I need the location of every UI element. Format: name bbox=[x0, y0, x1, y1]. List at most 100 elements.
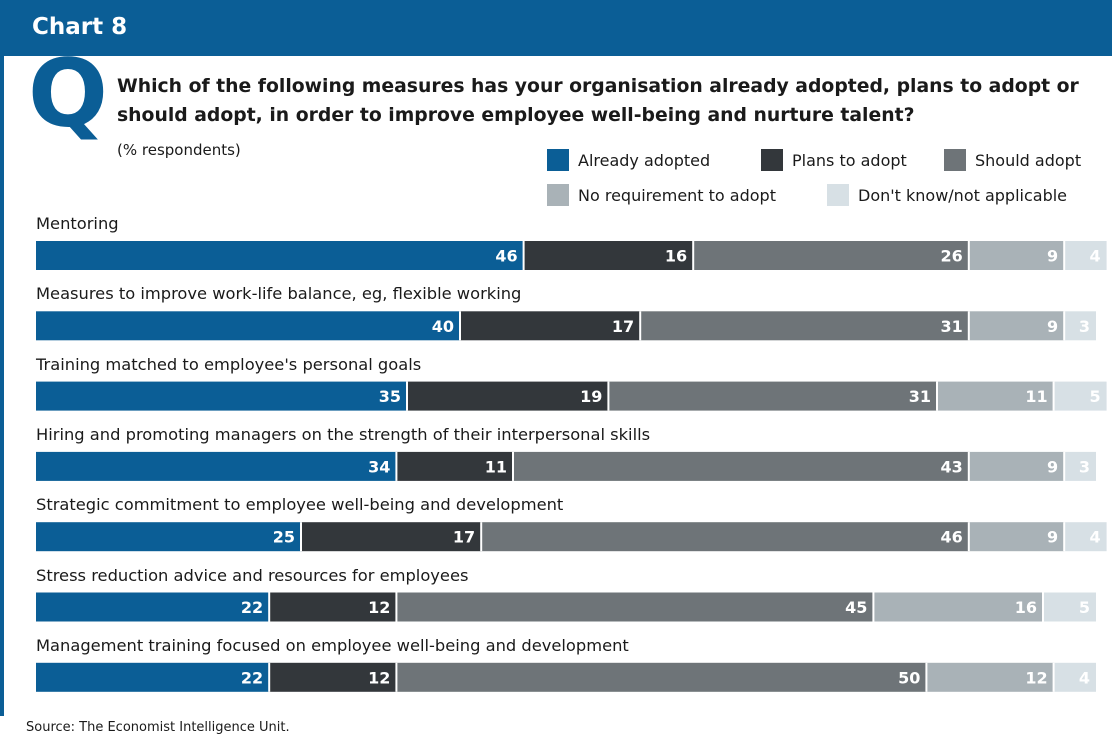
category-label: Training matched to employee's personal … bbox=[36, 354, 422, 374]
segment-divider bbox=[1063, 241, 1066, 270]
bar-segment bbox=[269, 662, 397, 692]
data-label: 3 bbox=[1079, 457, 1090, 476]
bar-segment bbox=[36, 451, 397, 481]
data-label: 17 bbox=[453, 528, 475, 547]
data-label: 17 bbox=[612, 317, 634, 336]
category-label: Mentoring bbox=[36, 214, 119, 233]
bar-segment bbox=[1053, 662, 1096, 692]
data-label: 19 bbox=[580, 387, 602, 406]
bar-segment bbox=[36, 592, 270, 622]
bar-segment bbox=[396, 662, 927, 692]
data-label: 4 bbox=[1089, 247, 1100, 266]
data-label: 3 bbox=[1079, 317, 1090, 336]
segment-divider bbox=[967, 451, 970, 481]
data-label: 11 bbox=[485, 457, 507, 476]
bar-segment bbox=[523, 241, 694, 270]
data-label: 43 bbox=[941, 457, 963, 476]
data-label: 16 bbox=[665, 247, 687, 266]
bar-segment bbox=[608, 381, 937, 411]
legend-label: No requirement to adopt bbox=[578, 185, 776, 205]
chart-number-label: Chart 8 bbox=[32, 14, 128, 40]
segment-divider bbox=[512, 451, 514, 481]
data-label: 9 bbox=[1047, 457, 1058, 476]
data-label: 35 bbox=[379, 387, 401, 406]
source-note: Source: The Economist Intelligence Unit. bbox=[26, 720, 290, 735]
legend-label: Plans to adopt bbox=[792, 150, 907, 170]
segment-divider bbox=[639, 311, 642, 341]
data-label: 16 bbox=[1015, 598, 1037, 617]
segment-divider bbox=[395, 592, 398, 622]
segment-divider bbox=[268, 592, 271, 622]
left-accent-rule bbox=[0, 56, 4, 716]
data-label: 12 bbox=[368, 668, 390, 687]
segment-divider bbox=[925, 662, 928, 692]
legend-item: Already adopted bbox=[547, 148, 710, 172]
data-label: 34 bbox=[368, 457, 390, 476]
header-bar bbox=[0, 0, 1112, 56]
bar-segment bbox=[36, 311, 460, 341]
legend-swatch bbox=[944, 149, 966, 171]
category-label: Hiring and promoting managers on the str… bbox=[36, 424, 651, 444]
bar-segment bbox=[407, 381, 609, 411]
bar-segment bbox=[968, 522, 1065, 552]
category-label: Strategic commitment to employee well-be… bbox=[36, 495, 564, 515]
bar-segment bbox=[36, 241, 524, 270]
data-label: 11 bbox=[1025, 387, 1047, 406]
legend-item: Should adopt bbox=[944, 148, 1081, 172]
bar-segment bbox=[269, 592, 397, 622]
legend-label: Don't know/not applicable bbox=[858, 185, 1068, 205]
chart-title: Which of the following measures has your… bbox=[117, 76, 1079, 126]
bar-segment bbox=[1064, 241, 1107, 270]
bar-segment bbox=[1053, 381, 1107, 411]
bar-segment bbox=[1043, 592, 1096, 622]
bar-segment bbox=[968, 451, 1065, 481]
segment-divider bbox=[406, 381, 408, 411]
segment-divider bbox=[1042, 592, 1044, 622]
bar-segment bbox=[873, 592, 1043, 622]
segment-divider bbox=[967, 311, 970, 341]
bar-segment bbox=[968, 311, 1065, 341]
segment-divider bbox=[1063, 451, 1066, 481]
segment-divider bbox=[1052, 381, 1055, 411]
segment-divider bbox=[459, 311, 461, 341]
bar-segment bbox=[460, 311, 641, 341]
chart-units: (% respondents) bbox=[117, 141, 241, 159]
bar-segment bbox=[1064, 522, 1107, 552]
data-label: 50 bbox=[898, 668, 920, 687]
data-label: 45 bbox=[845, 598, 867, 617]
category-label: Measures to improve work-life balance, e… bbox=[36, 284, 522, 304]
segment-divider bbox=[607, 381, 610, 411]
question-mark-letter: Q bbox=[28, 40, 108, 149]
data-label: 12 bbox=[1025, 668, 1047, 687]
legend-swatch bbox=[761, 149, 783, 171]
legend-label: Already adopted bbox=[578, 150, 711, 170]
legend-swatch bbox=[827, 184, 849, 206]
data-label: 25 bbox=[273, 528, 295, 547]
segment-divider bbox=[936, 381, 938, 411]
data-label: 22 bbox=[241, 668, 263, 687]
segment-divider bbox=[268, 662, 271, 692]
segment-divider bbox=[967, 522, 970, 552]
segment-divider bbox=[395, 662, 398, 692]
bar-segment bbox=[693, 241, 969, 270]
segment-divider bbox=[967, 241, 970, 270]
data-label: 4 bbox=[1089, 528, 1100, 547]
bar-segment bbox=[640, 311, 969, 341]
category-label: Stress reduction advice and resources fo… bbox=[36, 565, 469, 585]
legend-item: No requirement to adopt bbox=[547, 183, 776, 207]
data-label: 46 bbox=[495, 247, 517, 266]
segment-divider bbox=[1052, 662, 1055, 692]
bar-segment bbox=[396, 451, 513, 481]
bar-segment bbox=[513, 451, 969, 481]
data-label: 40 bbox=[432, 317, 454, 336]
bar-segment bbox=[968, 241, 1065, 270]
segment-divider bbox=[1063, 311, 1066, 341]
bar-segment bbox=[481, 522, 969, 552]
segment-divider bbox=[872, 592, 875, 622]
data-label: 4 bbox=[1079, 668, 1090, 687]
bar-segment bbox=[301, 522, 482, 552]
data-label: 5 bbox=[1089, 387, 1100, 406]
bar-segment bbox=[36, 381, 407, 411]
segment-divider bbox=[300, 522, 302, 552]
